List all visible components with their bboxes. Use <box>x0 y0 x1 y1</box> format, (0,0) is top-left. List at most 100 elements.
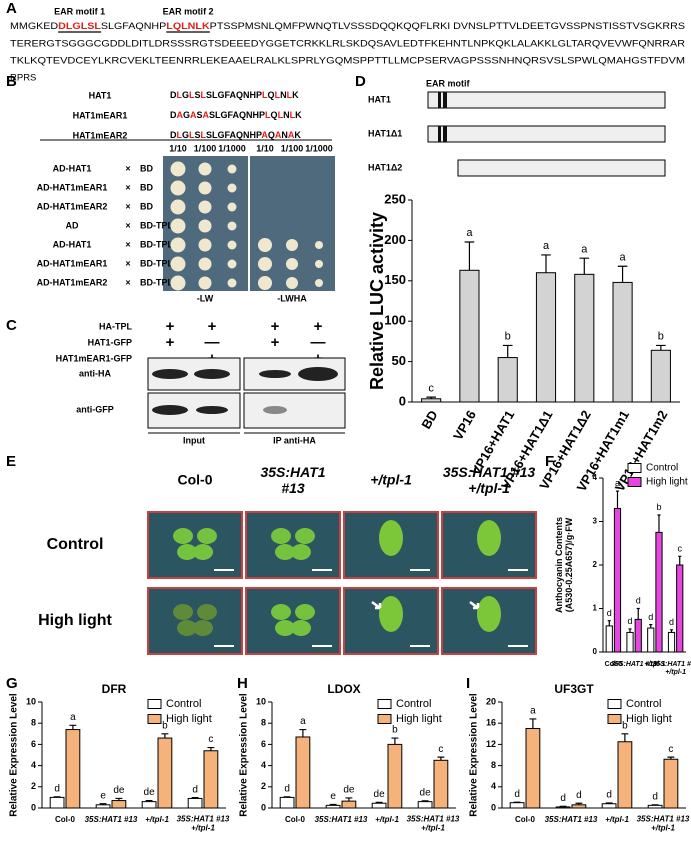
bar <box>459 269 480 403</box>
significance-letter: de <box>144 787 156 798</box>
dilution-label: 1/1000 <box>305 143 333 153</box>
y-tick-label: 12 <box>486 739 496 749</box>
sequence-segment: G <box>183 110 190 120</box>
protein-bar <box>427 125 666 143</box>
bar <box>574 273 595 403</box>
sequence-segment: L <box>265 110 271 120</box>
bar <box>111 800 127 809</box>
coip-sign: + <box>166 318 175 335</box>
bar <box>417 801 433 809</box>
condition-label: Control <box>47 536 104 553</box>
medium-label: -LW <box>197 293 214 303</box>
significance-letter: d <box>606 790 612 801</box>
bar <box>676 564 684 653</box>
yeast-spot <box>227 164 237 174</box>
significance-letter: d <box>636 596 641 606</box>
error-bar <box>656 344 666 351</box>
dilution-label: 1/1000 <box>218 143 246 153</box>
dilution-label: 1/100 <box>194 143 217 153</box>
significance-letter: a <box>466 227 473 239</box>
sequence-segment: N <box>283 110 290 120</box>
cross: × <box>125 239 130 249</box>
yeast-spot <box>170 180 186 196</box>
coip-row-label: HAT1mEAR1-GFP <box>56 353 132 363</box>
sequence-segment: L <box>287 90 293 100</box>
blot-band <box>263 406 287 414</box>
bar <box>65 729 81 809</box>
significance-letter: a <box>530 706 536 717</box>
yeast-spot <box>227 202 237 212</box>
ad-construct: AD-HAT1 <box>53 239 92 249</box>
sequence-segment: G <box>182 90 189 100</box>
significance-letter: d <box>628 616 633 626</box>
bar <box>612 281 633 403</box>
legend-swatch <box>147 699 162 709</box>
ad-construct: AD <box>66 220 79 230</box>
yeast-spot <box>227 259 237 269</box>
bar <box>613 507 622 653</box>
error-bar <box>391 737 399 745</box>
ear-motif <box>438 92 441 108</box>
significance-letter: c <box>208 734 213 745</box>
yeast-spot <box>198 200 212 214</box>
error-bar <box>513 801 521 803</box>
leaf <box>275 620 295 636</box>
y-tick-label: 20 <box>486 696 496 706</box>
significance-letter: d <box>607 608 612 618</box>
legend-label: Control <box>396 698 431 710</box>
error-bar <box>375 801 383 804</box>
y-tick-label: 0 <box>31 802 36 812</box>
x-tick-label: 35S:HAT1 #13 <box>315 815 368 824</box>
yeast-spot <box>286 258 298 270</box>
error-bar <box>575 802 583 805</box>
sequence-segment: PTSSPMSNLQMFPWNQTLVSSSDQQKQQFLRKI DVNSLP… <box>210 21 685 32</box>
condition-label: High light <box>38 612 112 629</box>
bar <box>535 272 557 403</box>
y-tick-label: 2 <box>593 560 598 569</box>
significance-letter: c <box>438 744 443 755</box>
construct-name: HAT1 <box>89 90 112 100</box>
significance-letter: d <box>560 793 566 804</box>
sequence-line: MMGKED DLGLSL SLGFAQNHP LQLNLK PTSSPMSNLQMFP… <box>10 21 685 32</box>
yeast-spot <box>170 161 186 177</box>
x-tick-label: 35S:HAT1 #13+/tpl-1 <box>637 815 690 833</box>
yeast-spot <box>170 218 186 234</box>
bar <box>157 737 173 809</box>
error-bar <box>99 803 107 805</box>
significance-letter: a <box>300 716 306 727</box>
construct-name: HAT1mEAR1 <box>73 110 128 120</box>
yeast-spot <box>286 277 298 289</box>
x-tick-label: 35S:HAT1 #13+/tpl-1 <box>407 815 460 833</box>
significance-letter: a <box>581 243 588 255</box>
sequence-segment: L <box>189 90 195 100</box>
coip-sign: + <box>271 318 280 335</box>
coip-sign: + <box>166 334 175 351</box>
antibody-label: anti-HA <box>79 368 111 378</box>
yeast-spot <box>170 237 186 253</box>
x-tick-label: +/tpl-1 <box>145 815 169 824</box>
bar <box>605 625 613 653</box>
ad-construct: AD-HAT1 <box>53 163 92 173</box>
y-tick-label: 0 <box>491 802 496 812</box>
significance-letter: a <box>543 240 550 252</box>
sequence-segment: K <box>295 110 302 120</box>
legend-swatch <box>627 463 642 473</box>
medium-label: -LWHA <box>277 293 307 303</box>
chart-title: DFR <box>102 682 127 696</box>
bar <box>325 804 341 809</box>
leaf <box>291 544 311 560</box>
error-bar <box>605 802 613 804</box>
error-bar <box>669 629 674 633</box>
bar <box>49 796 65 809</box>
significance-letter: b <box>622 720 628 731</box>
sequence-segment: L <box>278 110 284 120</box>
legend-swatch <box>607 699 622 709</box>
sequence-segment: L <box>275 90 281 100</box>
bar <box>601 803 617 809</box>
yeast-spot <box>258 257 272 271</box>
leaf <box>173 528 193 544</box>
sequence-segment: D <box>170 110 177 120</box>
error-bar <box>615 490 620 509</box>
significance-letter: d <box>576 790 582 801</box>
coip-row-label: HAT1-GFP <box>88 337 132 347</box>
